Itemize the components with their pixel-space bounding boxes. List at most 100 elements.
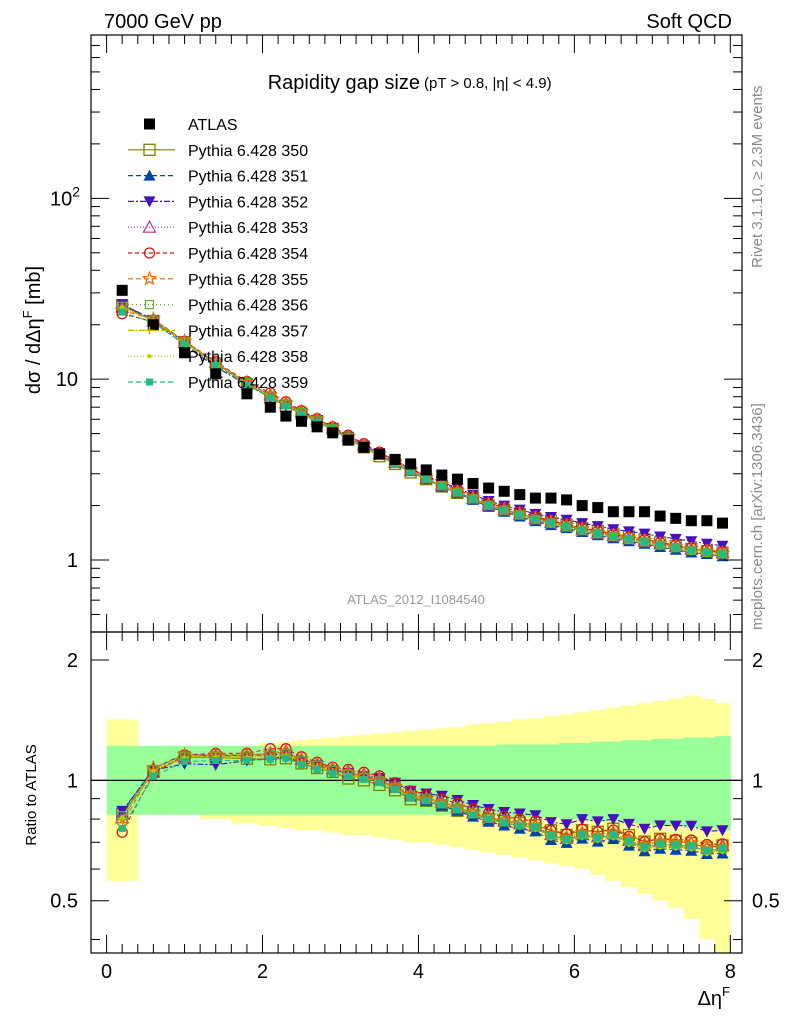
main-y-ticks: 1 10 102: [50, 34, 742, 633]
series-359-ratio-point: [609, 831, 617, 839]
series-359-ratio-point: [212, 756, 220, 764]
legend-entry-357: Pythia 6.428 357: [128, 323, 308, 340]
series-352-line: [121, 303, 723, 547]
series-359-ratio-point: [360, 776, 368, 784]
series-359-point: [516, 511, 524, 519]
analysis-label: ATLAS_2012_I1084540: [347, 592, 485, 607]
ratio-y-tick-label: 1: [67, 770, 78, 792]
legend-entry-358: Pythia 6.428 358: [128, 349, 308, 366]
main-y-tick-label: 10: [56, 369, 78, 391]
series-359-point: [500, 506, 508, 514]
legend-marker-353: [142, 219, 157, 233]
atlas-data-point: [607, 506, 619, 518]
atlas-data-point: [389, 453, 401, 465]
series-352-ratio-point: [638, 823, 651, 835]
atlas-data-point: [514, 489, 526, 501]
series-359-ratio-point: [656, 840, 664, 848]
ratio-x-ticks: 0 2 4 6 8: [101, 632, 736, 983]
series-352-ratio-point: [576, 814, 589, 826]
x-tick-label: 6: [569, 961, 580, 983]
y-axis-title: dσ / dΔηF [mb]: [20, 266, 45, 394]
atlas-data-point: [685, 515, 697, 527]
series-356-main: [117, 301, 728, 559]
series-359-ratio-point: [719, 845, 727, 853]
atlas-data-point: [529, 492, 541, 504]
legend: ATLAS Pythia 6.428 350 Pythia 6.428 351 Pyt…: [128, 117, 308, 392]
series-359-point: [594, 530, 602, 538]
series-351-line: [121, 304, 723, 557]
x-tick-label: 0: [101, 961, 112, 983]
series-359-ratio-point: [453, 806, 461, 814]
series-352-ratio-point: [544, 817, 557, 829]
atlas-data-point: [670, 512, 682, 524]
atlas-data-point: [467, 477, 479, 489]
series-359-ratio-point: [578, 831, 586, 839]
series-359-ratio-point: [181, 758, 189, 766]
series-355-main: [114, 302, 731, 560]
atlas-data-point: [420, 464, 432, 476]
legend-entry-353: Pythia 6.428 353: [128, 219, 308, 237]
ratio-inner-band-bin: [605, 741, 622, 822]
series-359-ratio-point: [547, 832, 555, 840]
x-tick-label: 8: [725, 961, 736, 983]
atlas-data-point: [561, 494, 573, 506]
main-x-ticks: [106, 35, 731, 632]
series-359-point: [625, 535, 633, 543]
header-left: 7000 GeV pp: [104, 11, 222, 33]
main-y-tick-label: 1: [67, 550, 78, 572]
legend-label-358: Pythia 6.428 358: [188, 349, 308, 366]
series-358-line: [121, 306, 723, 557]
series-352-ratio-point: [498, 807, 511, 819]
series-352-ratio-point: [669, 820, 682, 832]
legend-marker-350: [143, 143, 156, 156]
atlas-data-point: [116, 284, 128, 296]
legend-label-352: Pythia 6.428 352: [188, 194, 308, 211]
atlas-data-point: [241, 388, 253, 400]
chart-title-cuts: (pT > 0.8, |η| < 4.9): [424, 75, 552, 92]
legend-label-353: Pythia 6.428 353: [188, 220, 308, 237]
x-tick-label: 2: [257, 961, 268, 983]
series-359-point: [578, 526, 586, 534]
ratio-inner-band-bin: [667, 738, 685, 826]
ratio-y-tick-label-right: 1: [752, 770, 763, 792]
series-359-point: [243, 381, 251, 389]
series-359-ratio-point: [407, 794, 415, 802]
x-tick-label: 4: [413, 961, 424, 983]
series-357-main: [118, 303, 727, 559]
legend-entry-356: Pythia 6.428 356: [128, 298, 308, 315]
legend-entry-359: Pythia 6.428 359: [128, 375, 308, 392]
ratio-inner-band-bin: [574, 743, 591, 820]
atlas-data-point: [210, 368, 222, 380]
atlas-data-point: [654, 510, 666, 522]
series-359-point: [422, 475, 430, 483]
series-352-point: [529, 508, 542, 520]
series-359-ratio-point: [243, 757, 251, 765]
ratio-inner-band-bin: [636, 740, 653, 824]
series-359-point: [485, 502, 493, 510]
series-359-point: [298, 410, 306, 418]
series-359-ratio-point: [313, 766, 321, 774]
atlas-data-point: [639, 506, 651, 518]
atlas-data-point: [296, 415, 308, 427]
series-359-ratio-point: [344, 773, 352, 781]
legend-marker-352: [143, 196, 156, 208]
legend-label-350: Pythia 6.428 350: [188, 143, 308, 160]
y-axis-label: dσ / dΔηF [mb]: [20, 266, 45, 394]
legend-marker-358: [147, 354, 152, 359]
ratio-inner-band-bin: [683, 737, 700, 829]
series-359-point: [609, 532, 617, 540]
legend-label-356: Pythia 6.428 356: [188, 298, 308, 315]
series-359-point: [672, 544, 680, 552]
atlas-data-point: [483, 482, 495, 494]
atlas-data-point: [701, 515, 713, 527]
atlas-data-point: [280, 410, 292, 422]
ratio-y-tick-label: 2: [67, 650, 78, 672]
legend-marker-354: [143, 247, 156, 259]
legend-label-atlas: ATLAS: [188, 117, 238, 134]
legend-marker-357: [145, 326, 154, 335]
legend-entry-350: Pythia 6.428 350: [128, 143, 308, 160]
header-right: Soft QCD: [646, 11, 732, 33]
series-359-main: [118, 308, 727, 558]
series-359-point: [212, 361, 220, 369]
